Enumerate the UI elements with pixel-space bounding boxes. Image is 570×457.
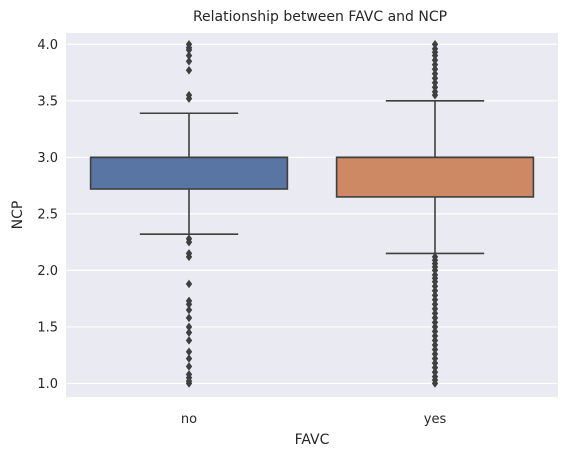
outlier-point xyxy=(185,39,193,49)
outlier-point xyxy=(431,331,439,341)
outlier-point xyxy=(431,358,439,368)
outlier-point xyxy=(431,73,439,83)
y-tick-label: 1.0 xyxy=(37,377,58,392)
outlier-point xyxy=(431,60,439,69)
outlier-point xyxy=(431,345,439,354)
outlier-point xyxy=(185,234,193,244)
outlier-point xyxy=(185,305,193,315)
outlier-point xyxy=(431,309,439,318)
outlier-point xyxy=(431,64,439,74)
outlier-point xyxy=(431,69,439,79)
outlier-point xyxy=(431,318,439,327)
y-axis-label: NCP xyxy=(10,201,26,230)
outlier-point xyxy=(185,370,193,379)
outlier-point xyxy=(431,340,439,350)
outlier-point xyxy=(185,279,193,289)
outlier-point xyxy=(185,56,193,66)
x-tick-label: no xyxy=(181,412,197,427)
outlier-point xyxy=(185,354,193,363)
outlier-point xyxy=(431,55,439,65)
outlier-point xyxy=(431,372,439,381)
outlier-point xyxy=(431,281,439,291)
y-tick-label: 4.0 xyxy=(37,38,58,53)
outlier-point xyxy=(431,322,439,332)
outlier-point xyxy=(431,286,439,296)
box-no xyxy=(89,39,289,388)
outlier-point xyxy=(431,78,439,88)
outlier-point xyxy=(431,304,439,314)
outlier-point xyxy=(431,354,439,363)
y-tick-label: 2.5 xyxy=(37,207,58,222)
y-tick-label: 2.0 xyxy=(37,264,58,279)
chart-title: Relationship between FAVC and NCP xyxy=(193,9,447,25)
outlier-point xyxy=(185,347,193,357)
outlier-point xyxy=(431,313,439,323)
outlier-point xyxy=(431,363,439,372)
box-iqr xyxy=(89,156,289,190)
outlier-point xyxy=(431,327,439,336)
outlier-point xyxy=(431,349,439,359)
outlier-point xyxy=(185,362,193,371)
outlier-point xyxy=(185,65,193,75)
outlier-point xyxy=(431,82,439,92)
x-tick-labels: no yes xyxy=(181,412,447,427)
outlier-point xyxy=(431,39,439,49)
outlier-point xyxy=(431,367,439,377)
outlier-point xyxy=(185,313,193,323)
y-tick-label: 3.0 xyxy=(37,151,58,166)
outlier-point xyxy=(431,336,439,345)
outlier-point xyxy=(431,299,439,309)
boxes-layer xyxy=(89,39,535,388)
x-axis-label: FAVC xyxy=(295,432,330,448)
outlier-point xyxy=(185,90,193,100)
outlier-point xyxy=(185,51,193,60)
outlier-point xyxy=(185,336,193,345)
box-yes xyxy=(335,39,535,388)
y-tick-labels: 1.0 1.5 2.0 2.5 3.0 3.5 4.0 xyxy=(37,38,58,392)
y-tick-label: 1.5 xyxy=(37,320,58,335)
outlier-point xyxy=(431,44,439,54)
outlier-point xyxy=(431,252,439,262)
outlier-point xyxy=(431,87,439,97)
outlier-point xyxy=(431,295,439,305)
outlier-point xyxy=(185,322,193,332)
plot-area xyxy=(66,33,558,397)
outlier-point xyxy=(431,290,439,300)
outlier-point xyxy=(185,328,193,337)
x-tick-label: yes xyxy=(424,412,447,427)
outlier-point xyxy=(185,296,193,306)
y-tick-label: 3.5 xyxy=(37,94,58,109)
outlier-point xyxy=(431,270,439,280)
box-iqr xyxy=(335,156,535,198)
outlier-point xyxy=(185,249,193,258)
